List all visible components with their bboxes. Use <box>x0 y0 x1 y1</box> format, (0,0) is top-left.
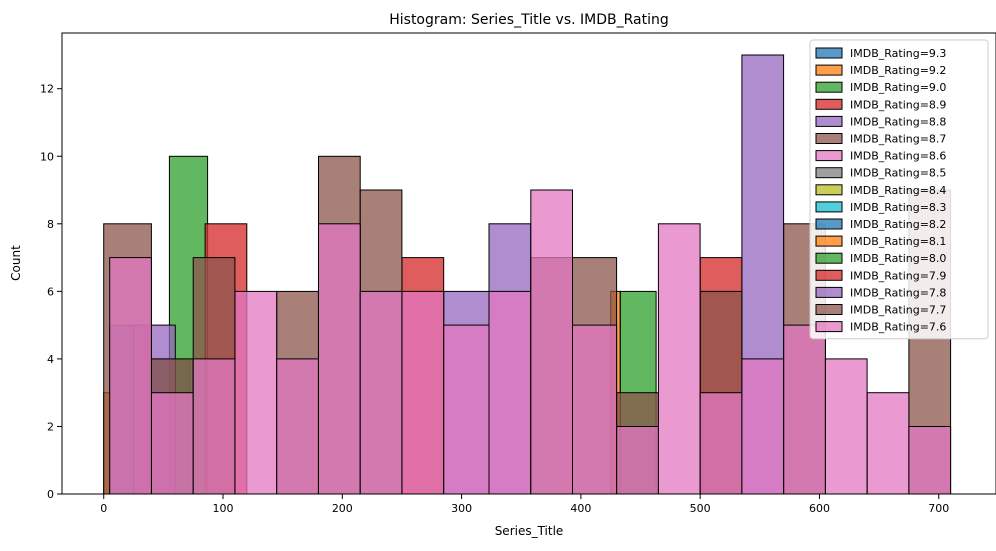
y-tick-label: 8 <box>47 218 54 231</box>
x-axis-label: Series_Title <box>495 524 564 538</box>
histogram-bar <box>488 290 532 495</box>
legend-swatch <box>815 201 843 213</box>
legend-label: IMDB_Rating=8.5 <box>850 167 946 180</box>
histogram-bar <box>699 392 743 495</box>
legend-swatch <box>815 286 843 298</box>
legend-label: IMDB_Rating=9.0 <box>850 81 946 94</box>
histogram-bar <box>359 290 403 495</box>
x-tick-label: 200 <box>332 502 353 515</box>
histogram-bar <box>908 426 952 495</box>
histogram-bar <box>276 358 319 495</box>
legend-swatch <box>815 133 843 144</box>
axes-layer: 0 100 200 300 400 500 600 700 0 2 4 6 8 10 12 <box>40 32 996 515</box>
x-tick-label: 100 <box>213 502 234 515</box>
legend-swatch <box>815 81 843 93</box>
legend-label: IMDB_Rating=7.7 <box>850 304 946 317</box>
legend-label: IMDB_Rating=9.3 <box>850 47 946 60</box>
histogram-bar <box>401 290 445 495</box>
y-tick-label: 12 <box>40 83 54 96</box>
histogram-bar <box>657 223 701 495</box>
legend: IMDB_Rating=9.3 IMDB_Rating=9.2 IMDB_Ratin… <box>809 39 989 340</box>
x-tick-label: 700 <box>928 502 949 515</box>
legend-box <box>809 39 989 340</box>
histogram-bar <box>318 223 361 495</box>
legend-label: IMDB_Rating=8.4 <box>850 184 946 197</box>
x-tick-label: 300 <box>451 502 472 515</box>
histogram-bar <box>824 358 868 495</box>
legend-swatch <box>815 235 843 247</box>
legend-swatch <box>815 64 843 76</box>
legend-label: IMDB_Rating=9.2 <box>850 64 946 77</box>
legend-label: IMDB_Rating=8.2 <box>850 218 946 231</box>
legend-label: IMDB_Rating=8.9 <box>850 98 946 111</box>
legend-label: IMDB_Rating=7.8 <box>850 286 946 299</box>
legend-label: IMDB_Rating=8.1 <box>850 235 946 248</box>
legend-swatch <box>815 167 843 179</box>
histogram-bar <box>783 324 826 495</box>
legend-swatch <box>815 47 843 59</box>
legend-label: IMDB_Rating=7.6 <box>850 321 946 334</box>
bars-layer <box>103 54 952 495</box>
legend-label: IMDB_Rating=8.8 <box>850 115 946 128</box>
legend-label: IMDB_Rating=8.7 <box>850 133 946 146</box>
legend-swatch <box>815 304 843 315</box>
histogram-bar <box>109 257 152 495</box>
x-tick-label: 600 <box>809 502 830 515</box>
legend-label: IMDB_Rating=8.0 <box>850 252 946 265</box>
legend-swatch <box>815 321 843 333</box>
y-tick-label: 10 <box>40 150 54 163</box>
legend-label: IMDB_Rating=8.6 <box>850 150 946 163</box>
legend-swatch <box>815 98 843 110</box>
histogram-bar <box>572 324 618 495</box>
histogram-bar <box>151 392 194 495</box>
histogram-bar <box>616 426 659 495</box>
x-tick-label: 0 <box>100 502 107 515</box>
histogram-bar <box>443 324 490 495</box>
legend-swatch <box>815 269 843 281</box>
histogram-bar <box>866 392 910 495</box>
legend-swatch <box>815 218 843 230</box>
plot-frame <box>61 32 996 495</box>
legend-label: IMDB_Rating=7.9 <box>850 269 946 282</box>
chart-title: Histogram: Series_Title vs. IMDB_Rating <box>389 12 669 28</box>
legend-swatch <box>815 150 843 162</box>
x-tick-label: 500 <box>690 502 711 515</box>
legend-swatch <box>815 184 843 196</box>
legend-swatch <box>815 252 843 264</box>
legend-swatch <box>815 115 843 127</box>
histogram-bar <box>741 358 785 495</box>
histogram-bar <box>530 189 573 495</box>
y-tick-label: 2 <box>47 420 54 433</box>
x-tick-label: 400 <box>570 502 591 515</box>
y-axis-label: Count <box>9 245 23 281</box>
histogram-bar <box>234 290 278 495</box>
histogram-bar <box>192 358 236 495</box>
y-tick-label: 4 <box>47 353 54 366</box>
legend-label: IMDB_Rating=8.3 <box>850 201 946 214</box>
y-tick-label: 0 <box>47 488 54 501</box>
y-tick-label: 6 <box>47 285 54 298</box>
